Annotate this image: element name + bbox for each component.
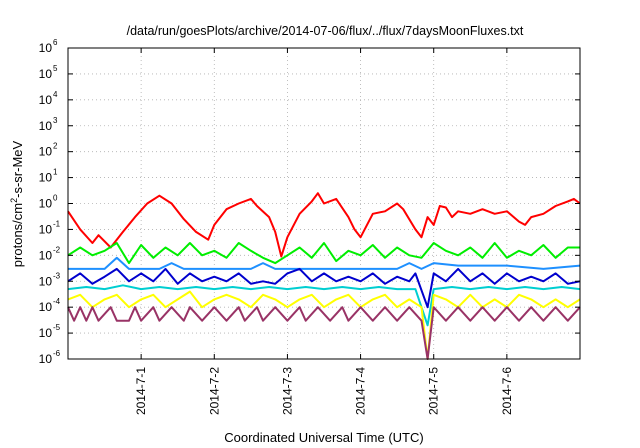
x-tick-label: 2014-7-1 (134, 367, 148, 415)
y-tick-label: 10 (39, 300, 53, 314)
y-tick-base: 10 (39, 119, 53, 133)
y-tick-base: 10 (39, 171, 53, 185)
y-tick-label: 10 (39, 274, 53, 288)
y-tick-exponent: 3 (53, 116, 58, 125)
y-tick-label: 10 (39, 119, 53, 133)
series-line-4 (67, 267, 581, 309)
y-tick-exponent: -5 (53, 323, 61, 332)
series-line-5 (67, 284, 581, 327)
y-tick-label: 10 (39, 67, 53, 81)
y-tick-exponent: 6 (53, 38, 58, 47)
y-tick-label: 10 (39, 248, 53, 262)
series-line-7 (67, 306, 581, 360)
y-axis-title-superscript: 2 (9, 198, 19, 203)
x-tick-label: 2014-7-6 (500, 367, 514, 415)
y-tick-exponent: 1 (53, 168, 58, 177)
x-tick-label: 2014-7-4 (354, 367, 368, 415)
y-axis-title-rest: -s-sr-MeV (10, 140, 25, 197)
y-tick-base: 10 (39, 326, 53, 340)
y-tick-exponent: -3 (53, 271, 61, 280)
series-line-6 (67, 290, 581, 360)
x-axis-tick-labels: 2014-7-1 2014-7-2 2014-7-3 2014-7-4 2014-7-5… (134, 367, 514, 415)
y-tick-label: 10 (39, 41, 53, 55)
y-axis-tick-labels: 10 -610 -510 -410 -310 -210 -110 010 110 210 310 41… (39, 38, 61, 366)
x-tick-label: 2014-7-5 (427, 367, 441, 415)
y-tick-label: 10 (39, 171, 53, 185)
axis-ticks (68, 47, 580, 360)
y-tick-base: 10 (39, 274, 53, 288)
y-tick-base: 10 (39, 93, 53, 107)
y-tick-base: 10 (39, 222, 53, 236)
y-tick-base: 10 (39, 197, 53, 211)
y-tick-base: 10 (39, 145, 53, 159)
y-tick-base: 10 (39, 352, 53, 366)
y-axis-title-main: protons/cm (10, 203, 25, 267)
y-tick-base: 10 (39, 300, 53, 314)
y-tick-base: 10 (39, 67, 53, 81)
y-tick-label: 10 (39, 326, 53, 340)
y-tick-exponent: 5 (53, 64, 58, 73)
y-tick-exponent: 2 (53, 142, 58, 151)
y-tick-exponent: -6 (53, 349, 61, 358)
y-tick-label: 10 (39, 93, 53, 107)
y-tick-label: 10 (39, 222, 53, 236)
series-line-1 (67, 192, 581, 258)
y-tick-exponent: -1 (53, 219, 61, 228)
x-axis-title: Coordinated Universal Time (UTC) (224, 430, 423, 445)
x-tick-label: 2014-7-3 (280, 367, 294, 415)
y-tick-label: 10 (39, 197, 53, 211)
x-tick-label: 2014-7-2 (207, 367, 221, 415)
series-line-3 (68, 256, 581, 270)
y-axis-title: protons/cm2-s-sr-MeV (9, 140, 25, 267)
series-line-2 (67, 242, 580, 265)
chart-title: /data/run/goesPlots/archive/2014-07-06/f… (127, 24, 524, 38)
y-tick-exponent: -2 (53, 245, 61, 254)
y-tick-base: 10 (39, 248, 53, 262)
y-tick-label: 10 (39, 352, 53, 366)
y-tick-label: 10 (39, 145, 53, 159)
y-tick-exponent: -4 (53, 297, 61, 306)
y-tick-base: 10 (39, 41, 53, 55)
y-tick-exponent: 4 (53, 90, 58, 99)
y-tick-exponent: 0 (53, 194, 58, 203)
series-lines (67, 192, 581, 360)
